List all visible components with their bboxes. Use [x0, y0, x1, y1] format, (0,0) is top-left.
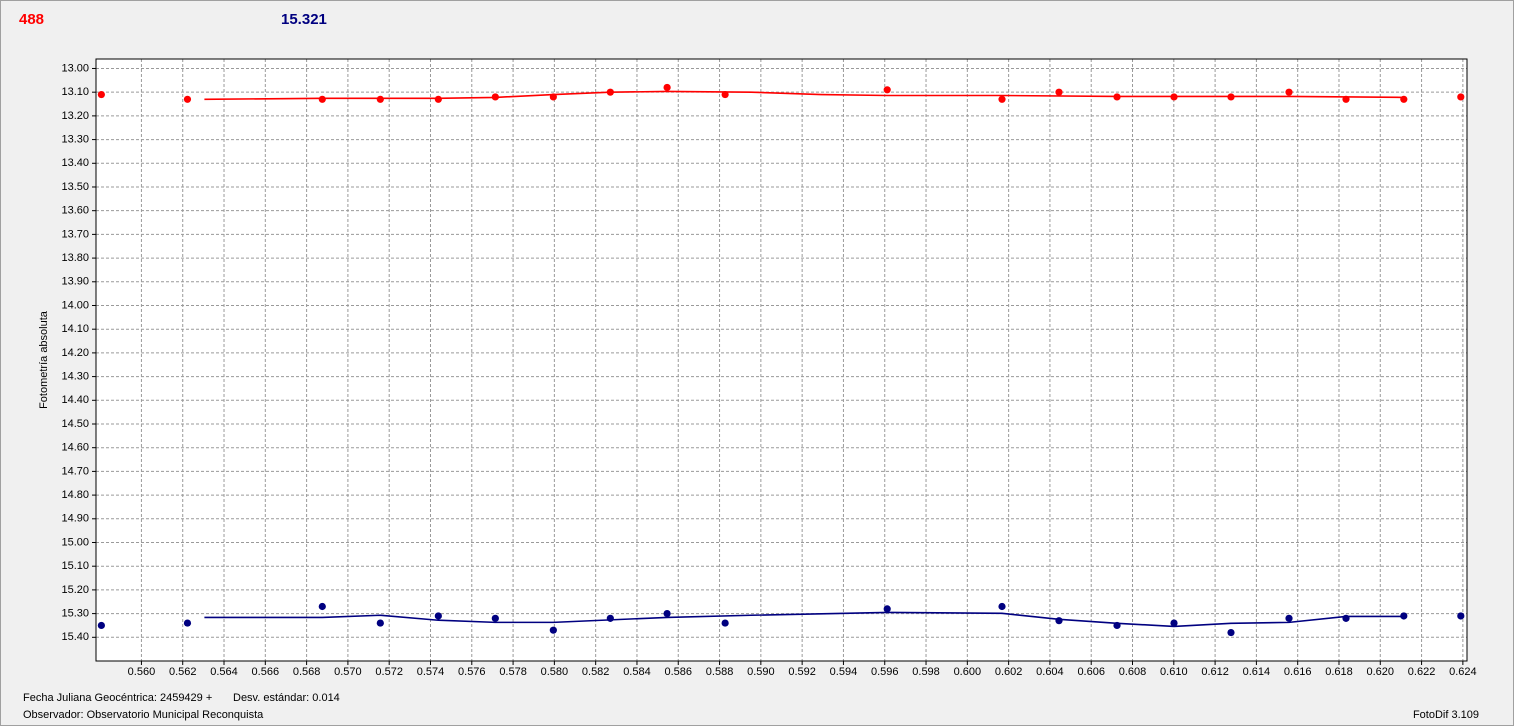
x-tick-label: 0.616: [1284, 666, 1312, 678]
y-tick-label: 14.20: [61, 347, 89, 359]
y-tick-label: 13.80: [61, 252, 89, 264]
x-tick-label: 0.602: [995, 666, 1023, 678]
footer-date: Fecha Juliana Geocéntrica: 2459429 +: [23, 692, 212, 704]
x-tick-label: 0.584: [623, 666, 651, 678]
data-point: [1285, 88, 1293, 96]
data-point: [491, 614, 499, 622]
y-tick-label: 15.30: [61, 608, 89, 620]
x-tick-label: 0.604: [1036, 666, 1064, 678]
y-tick-label: 13.40: [61, 157, 89, 169]
x-tick-label: 0.570: [334, 666, 362, 678]
data-point: [1055, 617, 1063, 625]
footer-std: Desv. estándar: 0.014: [233, 692, 340, 704]
x-tick-label: 0.594: [830, 666, 858, 678]
x-tick-label: 0.600: [954, 666, 982, 678]
plot-area: [96, 59, 1467, 661]
y-tick-label: 14.30: [61, 370, 89, 382]
x-tick-label: 0.608: [1119, 666, 1147, 678]
y-axis-label: Fotometría absoluta: [38, 310, 50, 409]
plot-border: [95, 58, 1468, 662]
y-tick-label: 13.90: [61, 276, 89, 288]
data-point: [318, 602, 326, 611]
x-tick-label: 0.582: [582, 666, 610, 678]
data-point: [434, 612, 442, 620]
y-tick-label: 15.00: [61, 536, 89, 548]
data-point: [183, 95, 192, 103]
y-tick-label: 14.10: [61, 323, 89, 335]
x-tick-label: 0.622: [1408, 666, 1436, 678]
data-point: [376, 619, 384, 627]
y-tick-label: 14.60: [61, 442, 89, 454]
data-point: [1055, 88, 1063, 96]
data-point: [1457, 93, 1465, 101]
x-tick-label: 0.580: [541, 666, 569, 678]
x-tick-label: 0.598: [912, 666, 940, 678]
data-point: [998, 602, 1006, 611]
x-tick-label: 0.588: [706, 666, 734, 678]
data-point: [1170, 619, 1178, 627]
data-point: [883, 605, 891, 613]
x-tick-label: 0.578: [499, 666, 527, 678]
x-tick-label: 0.572: [375, 666, 403, 678]
data-point: [883, 86, 891, 94]
y-tick-label: 13.00: [61, 62, 89, 74]
x-tick-label: 0.566: [252, 666, 280, 678]
x-tick-label: 0.592: [788, 666, 816, 678]
data-point: [97, 621, 105, 630]
data-point: [183, 619, 192, 627]
data-point: [434, 95, 442, 103]
x-tick-label: 0.564: [210, 666, 238, 678]
header-left: 488: [19, 11, 44, 28]
y-tick-label: 13.30: [61, 133, 89, 145]
footer-observer: Observador: Observatorio Municipal Recon…: [23, 709, 264, 721]
footer-version: FotoDif 3.109: [1413, 709, 1479, 721]
y-tick-label: 13.50: [61, 181, 89, 193]
x-tick-label: 0.562: [169, 666, 197, 678]
x-tick-label: 0.610: [1160, 666, 1188, 678]
y-tick-label: 13.10: [61, 86, 89, 98]
x-tick-label: 0.574: [417, 666, 445, 678]
y-tick-label: 14.50: [61, 418, 89, 430]
x-tick-label: 0.586: [664, 666, 692, 678]
data-point: [1285, 614, 1293, 622]
y-tick-label: 13.60: [61, 205, 89, 217]
data-point: [1457, 612, 1465, 620]
y-tick-label: 15.40: [61, 631, 89, 643]
data-point: [663, 83, 671, 92]
y-tick-label: 13.70: [61, 228, 89, 240]
x-tick-label: 0.568: [293, 666, 321, 678]
data-point: [721, 619, 729, 627]
x-tick-label: 0.590: [747, 666, 775, 678]
data-point: [376, 95, 384, 103]
data-point: [998, 95, 1006, 103]
y-tick-label: 14.80: [61, 489, 89, 501]
x-tick-label: 0.618: [1325, 666, 1353, 678]
fit-line: [204, 90, 1404, 101]
y-tick-label: 14.90: [61, 513, 89, 525]
x-tick-label: 0.612: [1201, 666, 1229, 678]
data-point: [549, 626, 557, 634]
x-tick-label: 0.624: [1449, 666, 1477, 678]
y-tick-label: 13.20: [61, 110, 89, 122]
y-tick-label: 14.40: [61, 394, 89, 406]
y-tick-label: 14.00: [61, 299, 89, 311]
y-tick-label: 15.20: [61, 584, 89, 596]
x-tick-label: 0.606: [1077, 666, 1105, 678]
y-tick-label: 15.10: [61, 560, 89, 572]
x-tick-label: 0.620: [1367, 666, 1395, 678]
data-point: [1227, 628, 1235, 637]
data-point: [663, 609, 671, 618]
fit-line: [204, 611, 1404, 628]
x-tick-label: 0.596: [871, 666, 899, 678]
data-point: [318, 95, 326, 103]
x-tick-label: 0.560: [128, 666, 156, 678]
x-tick-label: 0.576: [458, 666, 486, 678]
data-point: [97, 90, 105, 99]
y-tick-label: 14.70: [61, 465, 89, 477]
x-tick-label: 0.614: [1243, 666, 1271, 678]
data-point: [606, 614, 614, 622]
header-right: 15.321: [281, 11, 327, 28]
